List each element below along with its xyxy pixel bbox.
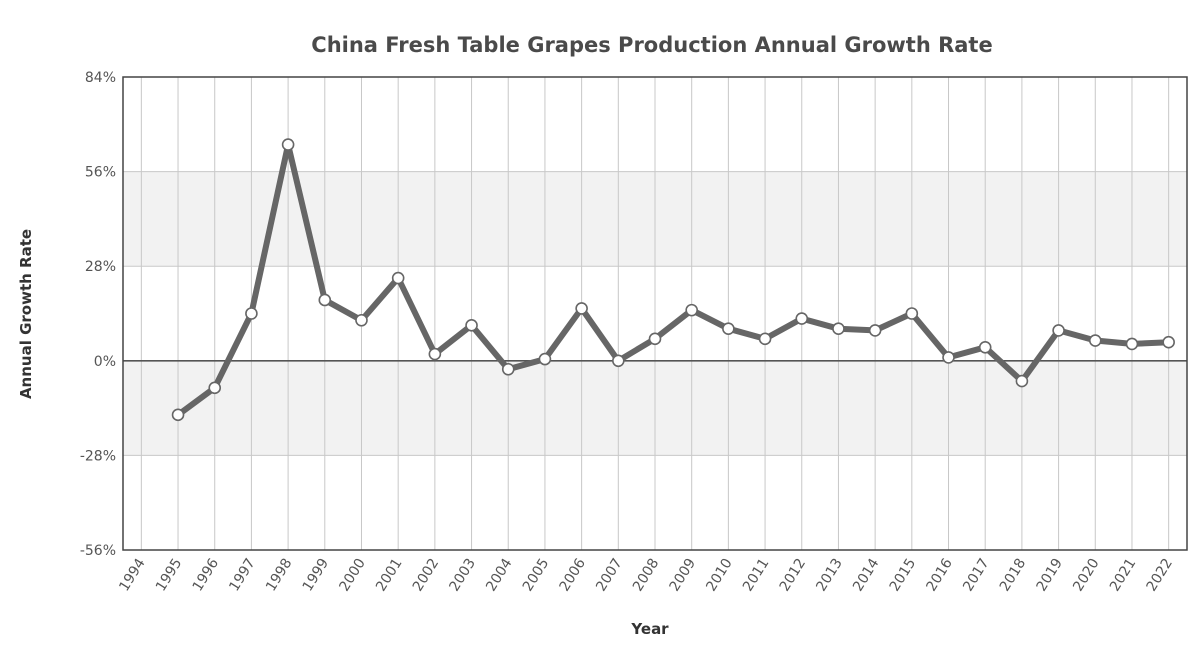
data-point [942, 351, 955, 364]
data-point [355, 313, 368, 327]
data-point [538, 352, 552, 366]
data-point [1015, 374, 1029, 388]
data-point [391, 271, 405, 285]
x-tick-label: 1996 [190, 556, 222, 595]
data-point [758, 332, 772, 346]
x-tick-label: 2016 [923, 556, 955, 595]
data-point [1088, 334, 1102, 347]
chart-title: China Fresh Table Grapes Production Annu… [311, 33, 992, 57]
data-point [428, 347, 442, 361]
x-tick-label: 2019 [1034, 556, 1066, 595]
x-tick-label: 1995 [153, 556, 185, 595]
x-tick-label: 2014 [850, 556, 882, 595]
x-tick-label: 2002 [410, 556, 442, 595]
data-point [612, 354, 625, 368]
x-axis-title: Year [630, 620, 669, 638]
y-tick-label: 56% [85, 165, 116, 181]
x-tick-label: 2000 [336, 556, 368, 595]
x-tick-label: 2010 [703, 556, 735, 595]
x-tick-label: 2011 [740, 556, 772, 595]
plot-area: 84% 56% 28% 0% -28% -56%1994 1995 1996 1997 1998 1… [80, 70, 1188, 595]
y-tick-label: -56% [80, 543, 116, 559]
data-point [978, 340, 992, 354]
x-tick-label: 1998 [263, 556, 295, 595]
x-tick-label: 1999 [300, 556, 332, 595]
x-tick-label: 2022 [1144, 556, 1176, 595]
x-tick-label: 2021 [1107, 556, 1139, 595]
series-line [175, 141, 1172, 418]
x-tick-label: 2013 [813, 556, 845, 595]
y-tick-label: 84% [85, 70, 116, 86]
data-point [245, 307, 258, 320]
data-point [208, 381, 222, 395]
y-tick-label: 28% [85, 259, 116, 275]
data-point [868, 324, 882, 337]
data-point [795, 312, 809, 325]
data-point [1162, 335, 1175, 349]
data-point [575, 302, 588, 315]
data-point [1125, 337, 1139, 351]
x-tick-label: 2012 [777, 556, 809, 595]
x-tick-label: 2007 [593, 556, 625, 595]
x-tick-label: 2001 [373, 556, 405, 595]
data-point [501, 362, 515, 376]
x-tick-label: 2009 [667, 556, 699, 595]
data-point [1052, 324, 1065, 337]
data-point [905, 307, 919, 320]
x-tick-label: 2015 [887, 556, 919, 595]
data-point [281, 138, 295, 151]
x-tick-label: 2005 [520, 556, 552, 595]
x-tick-label: 2006 [557, 556, 589, 595]
x-tick-label: 2018 [997, 556, 1029, 595]
x-tick-label: 2020 [1070, 556, 1102, 595]
data-point [832, 322, 845, 336]
data-point [171, 408, 185, 422]
x-tick-label: 2017 [960, 556, 992, 595]
x-tick-label: 1994 [116, 556, 148, 595]
x-tick-label: 2008 [630, 556, 662, 595]
data-point [465, 319, 478, 332]
data-point [685, 303, 698, 317]
data-point [722, 322, 735, 336]
data-point [318, 293, 332, 307]
x-tick-label: 2003 [446, 556, 478, 595]
y-axis-title: Annual Growth Rate [17, 229, 35, 399]
y-tick-label: -28% [80, 448, 116, 464]
x-tick-label: 2004 [483, 556, 515, 595]
x-tick-label: 1997 [226, 556, 258, 595]
data-point [648, 332, 662, 346]
y-tick-label: 0% [94, 354, 116, 370]
plot-border [122, 76, 1188, 551]
